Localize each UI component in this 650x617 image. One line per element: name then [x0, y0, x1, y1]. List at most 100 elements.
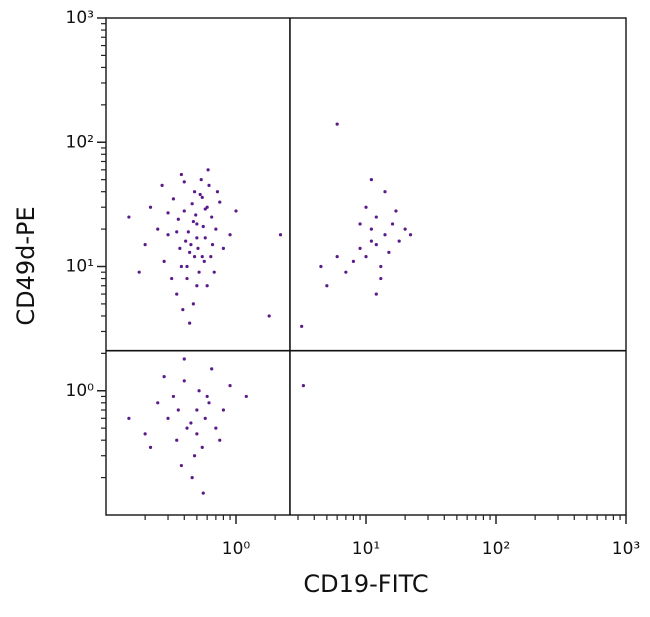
- event-dot: [267, 314, 271, 318]
- event-dot: [166, 211, 170, 215]
- event-dot: [191, 219, 195, 224]
- event-dot: [335, 122, 339, 126]
- event-dot: [200, 445, 204, 449]
- event-dot: [403, 227, 407, 231]
- event-dot: [394, 209, 398, 213]
- event-dot: [191, 302, 195, 306]
- event-dot: [221, 246, 226, 250]
- event-dot: [201, 224, 205, 229]
- event-dot: [358, 246, 362, 250]
- event-dot: [387, 250, 391, 254]
- event-dot: [166, 416, 170, 420]
- event-dot: [203, 236, 207, 240]
- event-dot: [383, 233, 387, 237]
- y-tick-label: 10²: [66, 132, 94, 152]
- event-dot: [188, 321, 192, 325]
- event-dot: [218, 200, 222, 204]
- event-dot: [335, 255, 339, 259]
- y-tick-label: 10³: [66, 8, 94, 28]
- event-dot: [203, 416, 207, 420]
- event-dot: [137, 270, 141, 274]
- event-dot: [179, 264, 183, 269]
- event-dot: [195, 432, 199, 436]
- event-dot: [234, 209, 238, 213]
- event-dot: [209, 255, 213, 259]
- event-dot: [184, 239, 188, 243]
- event-dot: [178, 246, 182, 250]
- event-dot: [148, 445, 153, 449]
- event-dot: [374, 292, 378, 296]
- event-dot: [197, 389, 201, 393]
- event-dot: [190, 475, 194, 480]
- event-dot: [197, 270, 201, 274]
- event-dot: [162, 259, 166, 263]
- event-dot: [185, 426, 189, 430]
- event-dot: [214, 227, 218, 231]
- event-dot: [408, 233, 413, 237]
- event-dot: [374, 215, 378, 219]
- event-dot: [228, 384, 232, 388]
- event-dot: [182, 379, 186, 383]
- event-dot: [200, 195, 204, 199]
- event-dot: [195, 222, 199, 226]
- event-dot: [325, 284, 329, 288]
- y-tick-label: 10¹: [66, 257, 94, 277]
- event-dot: [369, 227, 373, 231]
- event-dot: [207, 401, 211, 405]
- event-dot: [156, 401, 160, 405]
- x-tick-label: 10³: [612, 539, 640, 559]
- event-dot: [185, 276, 189, 281]
- event-dot: [127, 416, 131, 420]
- event-dot: [199, 178, 203, 182]
- event-dot: [207, 183, 211, 187]
- event-dot: [160, 183, 164, 187]
- x-tick-label: 10⁰: [222, 539, 251, 559]
- x-tick-label: 10²: [482, 539, 510, 559]
- event-dot: [300, 324, 304, 328]
- event-dot: [215, 190, 220, 194]
- event-dot: [390, 222, 395, 226]
- event-dot: [374, 243, 378, 247]
- event-dot: [182, 209, 186, 213]
- event-dot: [212, 270, 216, 274]
- event-dot: [156, 227, 160, 231]
- event-dot: [127, 215, 131, 219]
- event-dot: [195, 408, 199, 412]
- event-dot: [175, 292, 179, 296]
- event-dot: [319, 264, 323, 269]
- event-dot: [198, 192, 202, 197]
- event-dot: [383, 190, 387, 194]
- event-dot: [143, 243, 147, 247]
- event-dot: [175, 230, 179, 234]
- event-dot: [195, 284, 199, 288]
- event-dot: [201, 491, 205, 495]
- event-dot: [369, 239, 373, 243]
- event-dot: [171, 197, 176, 201]
- event-dot: [210, 243, 215, 247]
- event-dot: [369, 178, 373, 182]
- event-dot: [210, 215, 214, 219]
- event-dot: [278, 233, 283, 237]
- event-dot: [186, 230, 190, 234]
- event-dot: [205, 394, 209, 399]
- event-dot: [176, 408, 180, 412]
- event-dot: [351, 259, 356, 263]
- event-dot: [170, 276, 174, 281]
- event-dot: [200, 255, 204, 259]
- event-dot: [192, 190, 197, 194]
- event-dot: [179, 172, 183, 177]
- event-dot: [194, 213, 198, 217]
- y-axis-title: CD49d-PE: [12, 206, 40, 325]
- event-dot: [301, 384, 306, 388]
- event-dot: [379, 264, 383, 269]
- plot-frame: [105, 17, 627, 516]
- event-dot: [171, 394, 176, 399]
- event-dot: [181, 307, 185, 312]
- event-dot: [143, 432, 147, 436]
- event-dot: [175, 438, 179, 442]
- event-dot: [202, 259, 206, 263]
- event-dot: [244, 394, 248, 399]
- event-dot: [190, 202, 194, 206]
- event-dot: [228, 233, 232, 237]
